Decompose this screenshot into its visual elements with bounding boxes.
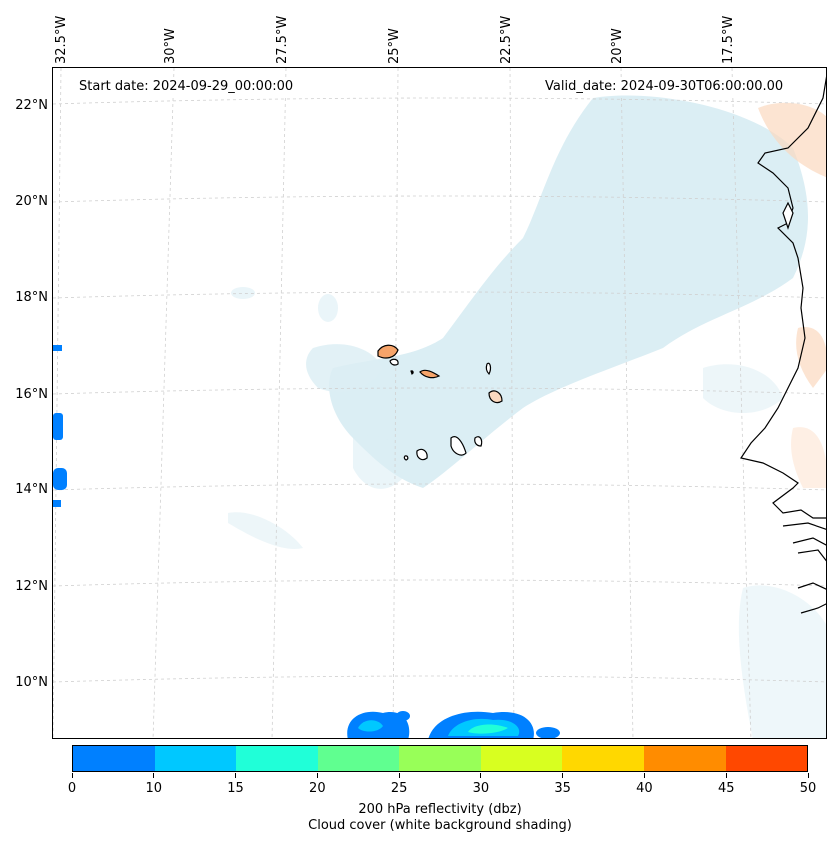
colorbar-segment-35-40 [562,746,644,771]
colorbar-tick-label: 45 [717,781,735,796]
island-sal [485,362,492,376]
island-sao-vicente [389,358,399,366]
lat-label-22n: 22°N [15,98,48,113]
cloud-patch-west [306,344,383,392]
cloud-patch-se [738,585,826,738]
reflectivity-cell-south-1-core [358,720,383,732]
colorbar-tick [807,773,809,778]
valid-date-label: Valid_date: 2024-09-30T06:00:00.00 [542,79,787,95]
lon-label-30w: 30°W [163,28,178,64]
colorbar-segment-20-25 [317,746,400,771]
coast-island-north [782,201,794,230]
colorbar [72,745,808,772]
colorbar-tick [398,773,400,778]
cloud-band-main [329,95,808,488]
lat-label-16n: 16°N [15,387,48,402]
cloud-speck-a [231,287,255,299]
lat-label-20n: 20°N [15,194,48,209]
colorbar-tick [235,773,237,778]
cloud-speck-b [318,294,338,322]
cloud-cover-layer [228,95,826,738]
colorbar-tick-label: 10 [145,781,163,796]
colorbar-segment-30-35 [480,746,563,771]
cloud-streak [228,512,303,549]
reflectivity-cell-west-2 [53,413,63,440]
lat-label-14n: 14°N [15,482,48,497]
colorbar-tick-label: 0 [67,781,77,796]
colorbar-tick [153,773,155,778]
island-brava [403,455,409,461]
colorbar-tick [725,773,727,778]
colorbar-tick-label: 20 [309,781,326,796]
cloud-patch-south [353,435,405,489]
colorbar-segment-15-20 [236,746,318,771]
graticule [53,68,826,738]
reflectivity-cell-west-4 [53,500,61,507]
lat-label-12n: 12°N [15,579,48,594]
lat-label-10n: 10°N [15,675,48,690]
colorbar-tick-label: 40 [636,781,653,796]
lon-label-17-5w: 17.5°W [721,15,736,64]
lon-label-27-5w: 27.5°W [275,15,290,64]
colorbar-segment-25-30 [399,746,481,771]
reflectivity-cell-west-1 [53,345,62,351]
map-panel[interactable] [52,67,827,739]
coastline [740,76,826,614]
island-santiago [450,436,467,456]
island-santo-antao [377,344,399,359]
colorbar-tick [316,773,318,778]
colorbar-segment-10-15 [154,746,237,771]
colorbar-tick [562,773,564,778]
island-fogo [416,448,428,461]
colorbar-segment-40-45 [643,746,726,771]
colorbar-tick-label: 25 [390,781,408,796]
lon-label-22-5w: 22.5°W [499,15,514,64]
reflectivity-layer [53,345,560,738]
colorbar-tick-label: 15 [227,781,244,796]
lon-label-20w: 20°W [610,28,625,64]
land-shade-south [791,427,826,488]
island-sao-nicolau [419,369,441,379]
colorbar-tick [480,773,482,778]
cloud-patch-east [703,364,783,413]
reflectivity-cell-south-2-core [468,724,508,734]
reflectivity-cell-south-3 [536,727,560,738]
colorbar-tick-label: 35 [554,781,571,796]
island-small [410,370,414,375]
colorbar-tick-label: 50 [799,781,817,796]
land-shade-north [758,102,826,178]
colorbar-tick [643,773,645,778]
colorbar-segment-0-10 [73,746,155,771]
island-boa-vista [488,390,503,404]
cape-verde-islands [377,344,503,461]
island-maio [474,436,483,447]
lon-label-25w: 25°W [387,28,402,64]
colorbar-segment-45-50 [725,746,808,771]
reflectivity-cell-south-4 [396,711,410,721]
coastline-africa [740,76,826,614]
colorbar-tick [71,773,73,778]
lat-label-18n: 18°N [15,290,48,305]
colorbar-title: 200 hPa reflectivity (dbz) [358,802,522,817]
colorbar-subtitle: Cloud cover (white background shading) [308,818,572,833]
colorbar-tick-label: 30 [472,781,490,796]
lon-label-32-5w: 32.5°W [54,15,69,64]
reflectivity-cell-west-3 [53,468,67,490]
start-date-label: Start date: 2024-09-29_00:00:00 [76,79,297,95]
map-canvas [53,68,826,738]
